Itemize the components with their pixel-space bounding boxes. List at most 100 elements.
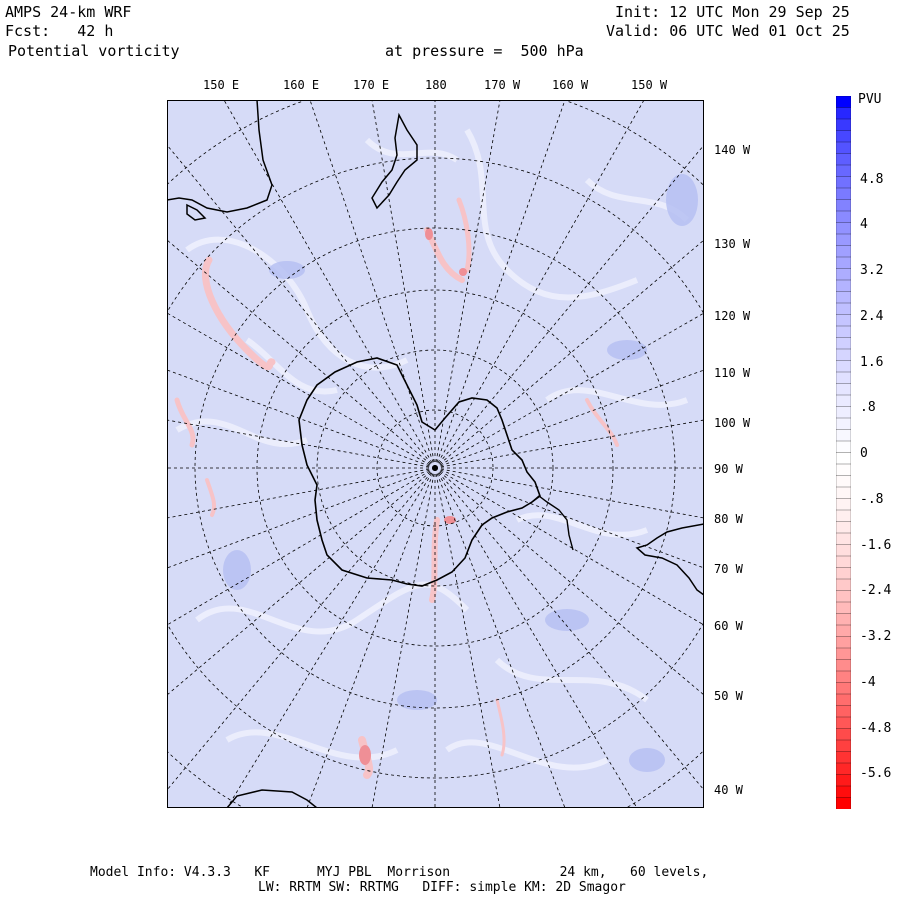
colorbar-swatch <box>836 210 851 224</box>
colorbar-swatch <box>836 463 851 477</box>
colorbar-swatch <box>836 348 851 362</box>
colorbar-swatch <box>836 498 851 511</box>
colorbar-swatch <box>836 360 851 373</box>
top-lon-label: 170 W <box>484 78 521 92</box>
new-zealand-coastline <box>371 112 418 210</box>
south-america-coastline <box>635 523 704 596</box>
antarctica-coastline <box>298 357 541 587</box>
pv-negative-streaks <box>174 197 619 779</box>
colorbar-swatch <box>836 509 851 523</box>
right-lon-label: 70 W <box>714 562 743 576</box>
colorbar-swatch <box>836 739 851 753</box>
right-lon-label: 80 W <box>714 512 743 526</box>
colorbar-swatch <box>836 613 851 626</box>
colorbar-label: -5.6 <box>860 766 892 781</box>
colorbar-swatch <box>836 130 851 143</box>
colorbar-swatch <box>836 268 851 281</box>
right-lon-label: 140 W <box>714 143 751 157</box>
colorbar-swatch <box>836 670 851 684</box>
colorbar-swatch <box>836 302 851 316</box>
colorbar-swatch <box>836 176 851 189</box>
colorbar-swatch <box>836 590 851 603</box>
colorbar-swatch <box>836 164 851 178</box>
colorbar-swatch <box>836 774 851 787</box>
colorbar-swatch <box>836 245 851 258</box>
pressure-level: at pressure = 500 hPa <box>385 42 584 60</box>
colorbar-swatch <box>836 728 851 741</box>
colorbar-swatch <box>836 406 851 419</box>
colorbar-label: .8 <box>860 400 876 415</box>
colorbar-swatch <box>836 199 851 212</box>
pv-colorbar <box>836 96 851 809</box>
colorbar-swatch <box>836 107 851 120</box>
colorbar-label: -4 <box>860 675 876 690</box>
bottom-land-coastline <box>226 789 318 808</box>
model-info-line2: LW: RRTM SW: RRTMG DIFF: simple KM: 2D S… <box>258 880 626 895</box>
colorbar-swatch <box>836 371 851 385</box>
antarctic-peninsula <box>531 495 574 551</box>
pv-map <box>167 100 704 808</box>
valid-time: Valid: 06 UTC Wed 01 Oct 25 <box>606 22 850 40</box>
colorbar-swatch <box>836 601 851 615</box>
colorbar-swatch <box>836 555 851 569</box>
colorbar-label: 1.6 <box>860 355 884 370</box>
model-title: AMPS 24-km WRF <box>5 3 132 21</box>
colorbar-label: -4.8 <box>860 721 892 736</box>
colorbar-swatch <box>836 187 851 201</box>
right-lon-label: 50 W <box>714 689 743 703</box>
colorbar-swatch <box>836 96 851 109</box>
colorbar-swatch <box>836 325 851 339</box>
colorbar-swatch <box>836 222 851 235</box>
top-lon-label: 150 E <box>203 78 240 92</box>
right-lon-label: 40 W <box>714 783 743 797</box>
colorbar-swatch <box>836 647 851 661</box>
top-lon-label: 180 <box>425 78 447 92</box>
colorbar-swatch <box>836 705 851 718</box>
colorbar-swatch <box>836 521 851 534</box>
colorbar-swatch <box>836 716 851 730</box>
colorbar-label: -3.2 <box>860 629 892 644</box>
colorbar-swatch <box>836 383 851 396</box>
field-name: Potential vorticity <box>8 42 180 60</box>
colorbar-swatch <box>836 417 851 431</box>
colorbar-label: 2.4 <box>860 309 884 324</box>
pole-circle <box>376 409 494 527</box>
colorbar-swatch <box>836 440 851 454</box>
colorbar-swatch <box>836 141 851 155</box>
right-lon-label: 100 W <box>714 416 751 430</box>
colorbar-swatch <box>836 762 851 776</box>
pv-negative-cores <box>359 228 467 765</box>
colorbar-swatch <box>836 256 851 270</box>
colorbar-label: 4 <box>860 217 868 232</box>
colorbar-label: 0 <box>860 446 868 461</box>
colorbar-swatch <box>836 532 851 546</box>
pv-positive-patches <box>223 174 698 772</box>
colorbar-swatch <box>836 233 851 247</box>
colorbar-title: PVU <box>858 92 882 107</box>
top-lon-label: 170 E <box>353 78 390 92</box>
colorbar-label: 3.2 <box>860 263 884 278</box>
colorbar-swatch <box>836 475 851 488</box>
colorbar-swatch <box>836 659 851 672</box>
colorbar-label: -1.6 <box>860 538 892 553</box>
meridians <box>167 100 704 808</box>
colorbar-label: -.8 <box>860 492 884 507</box>
colorbar-swatch <box>836 337 851 350</box>
colorbar-swatch <box>836 578 851 592</box>
colorbar-swatch <box>836 682 851 695</box>
right-lon-label: 110 W <box>714 366 751 380</box>
colorbar-swatch <box>836 279 851 293</box>
colorbar-label: 4.8 <box>860 172 884 187</box>
pv-field-background <box>167 100 704 808</box>
colorbar-swatch <box>836 314 851 327</box>
colorbar-swatch <box>836 429 851 442</box>
top-lon-label: 150 W <box>631 78 668 92</box>
colorbar-swatch <box>836 797 851 809</box>
right-lon-label: 130 W <box>714 237 751 251</box>
colorbar-swatch <box>836 567 851 580</box>
model-info-line1: Model Info: V4.3.3 KF MYJ PBL Morrison 2… <box>90 865 709 880</box>
right-lon-label: 90 W <box>714 462 743 476</box>
forecast-hour: Fcst: 42 h <box>5 22 114 40</box>
colorbar-swatch <box>836 544 851 557</box>
right-lon-label: 60 W <box>714 619 743 633</box>
